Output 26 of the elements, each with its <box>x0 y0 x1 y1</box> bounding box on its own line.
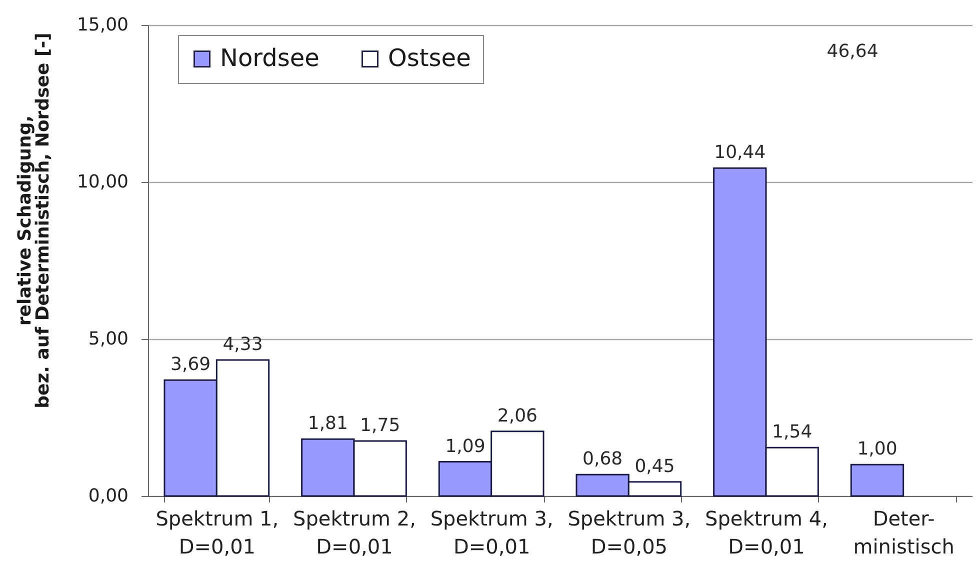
data-label: 2,06 <box>497 405 538 426</box>
data-label: 1,54 <box>772 422 812 443</box>
data-label: 1,09 <box>445 436 486 457</box>
annotation: 46,64 <box>826 41 878 62</box>
y-tick-label: 10,00 <box>76 172 128 192</box>
y-tick-label: 0,00 <box>88 486 128 506</box>
y-axis-title: relative Schadigung, bez. auf Deterministisch, Nordsee [-] <box>14 32 54 408</box>
y-tick-label: 15,00 <box>76 14 128 36</box>
data-label: 0,68 <box>582 448 623 470</box>
bar <box>850 464 904 497</box>
x-tick-label: Spektrum 1, D=0,01 <box>156 506 279 558</box>
x-tick-label: Spektrum 3, D=0,01 <box>430 506 554 558</box>
legend-label: Nordsee <box>220 44 320 72</box>
data-label: 1,75 <box>360 415 400 436</box>
x-tick-label: Spektrum 4, D=0,01 <box>705 506 828 558</box>
data-label: 4,33 <box>222 334 263 356</box>
data-label: 3,69 <box>170 354 211 376</box>
x-tick-label: Deter- ministisch <box>853 506 954 558</box>
y-tick-label: 5,00 <box>88 328 128 350</box>
legend-label: Ostsee <box>388 44 471 72</box>
data-label: 10,44 <box>714 142 766 164</box>
x-tick-label: Spektrum 2, D=0,01 <box>293 506 416 558</box>
data-label: 1,81 <box>308 413 348 434</box>
x-tick-label: Spektrum 3, D=0,05 <box>568 506 691 558</box>
data-label: 0,45 <box>634 456 675 477</box>
data-label: 1,00 <box>857 438 898 460</box>
